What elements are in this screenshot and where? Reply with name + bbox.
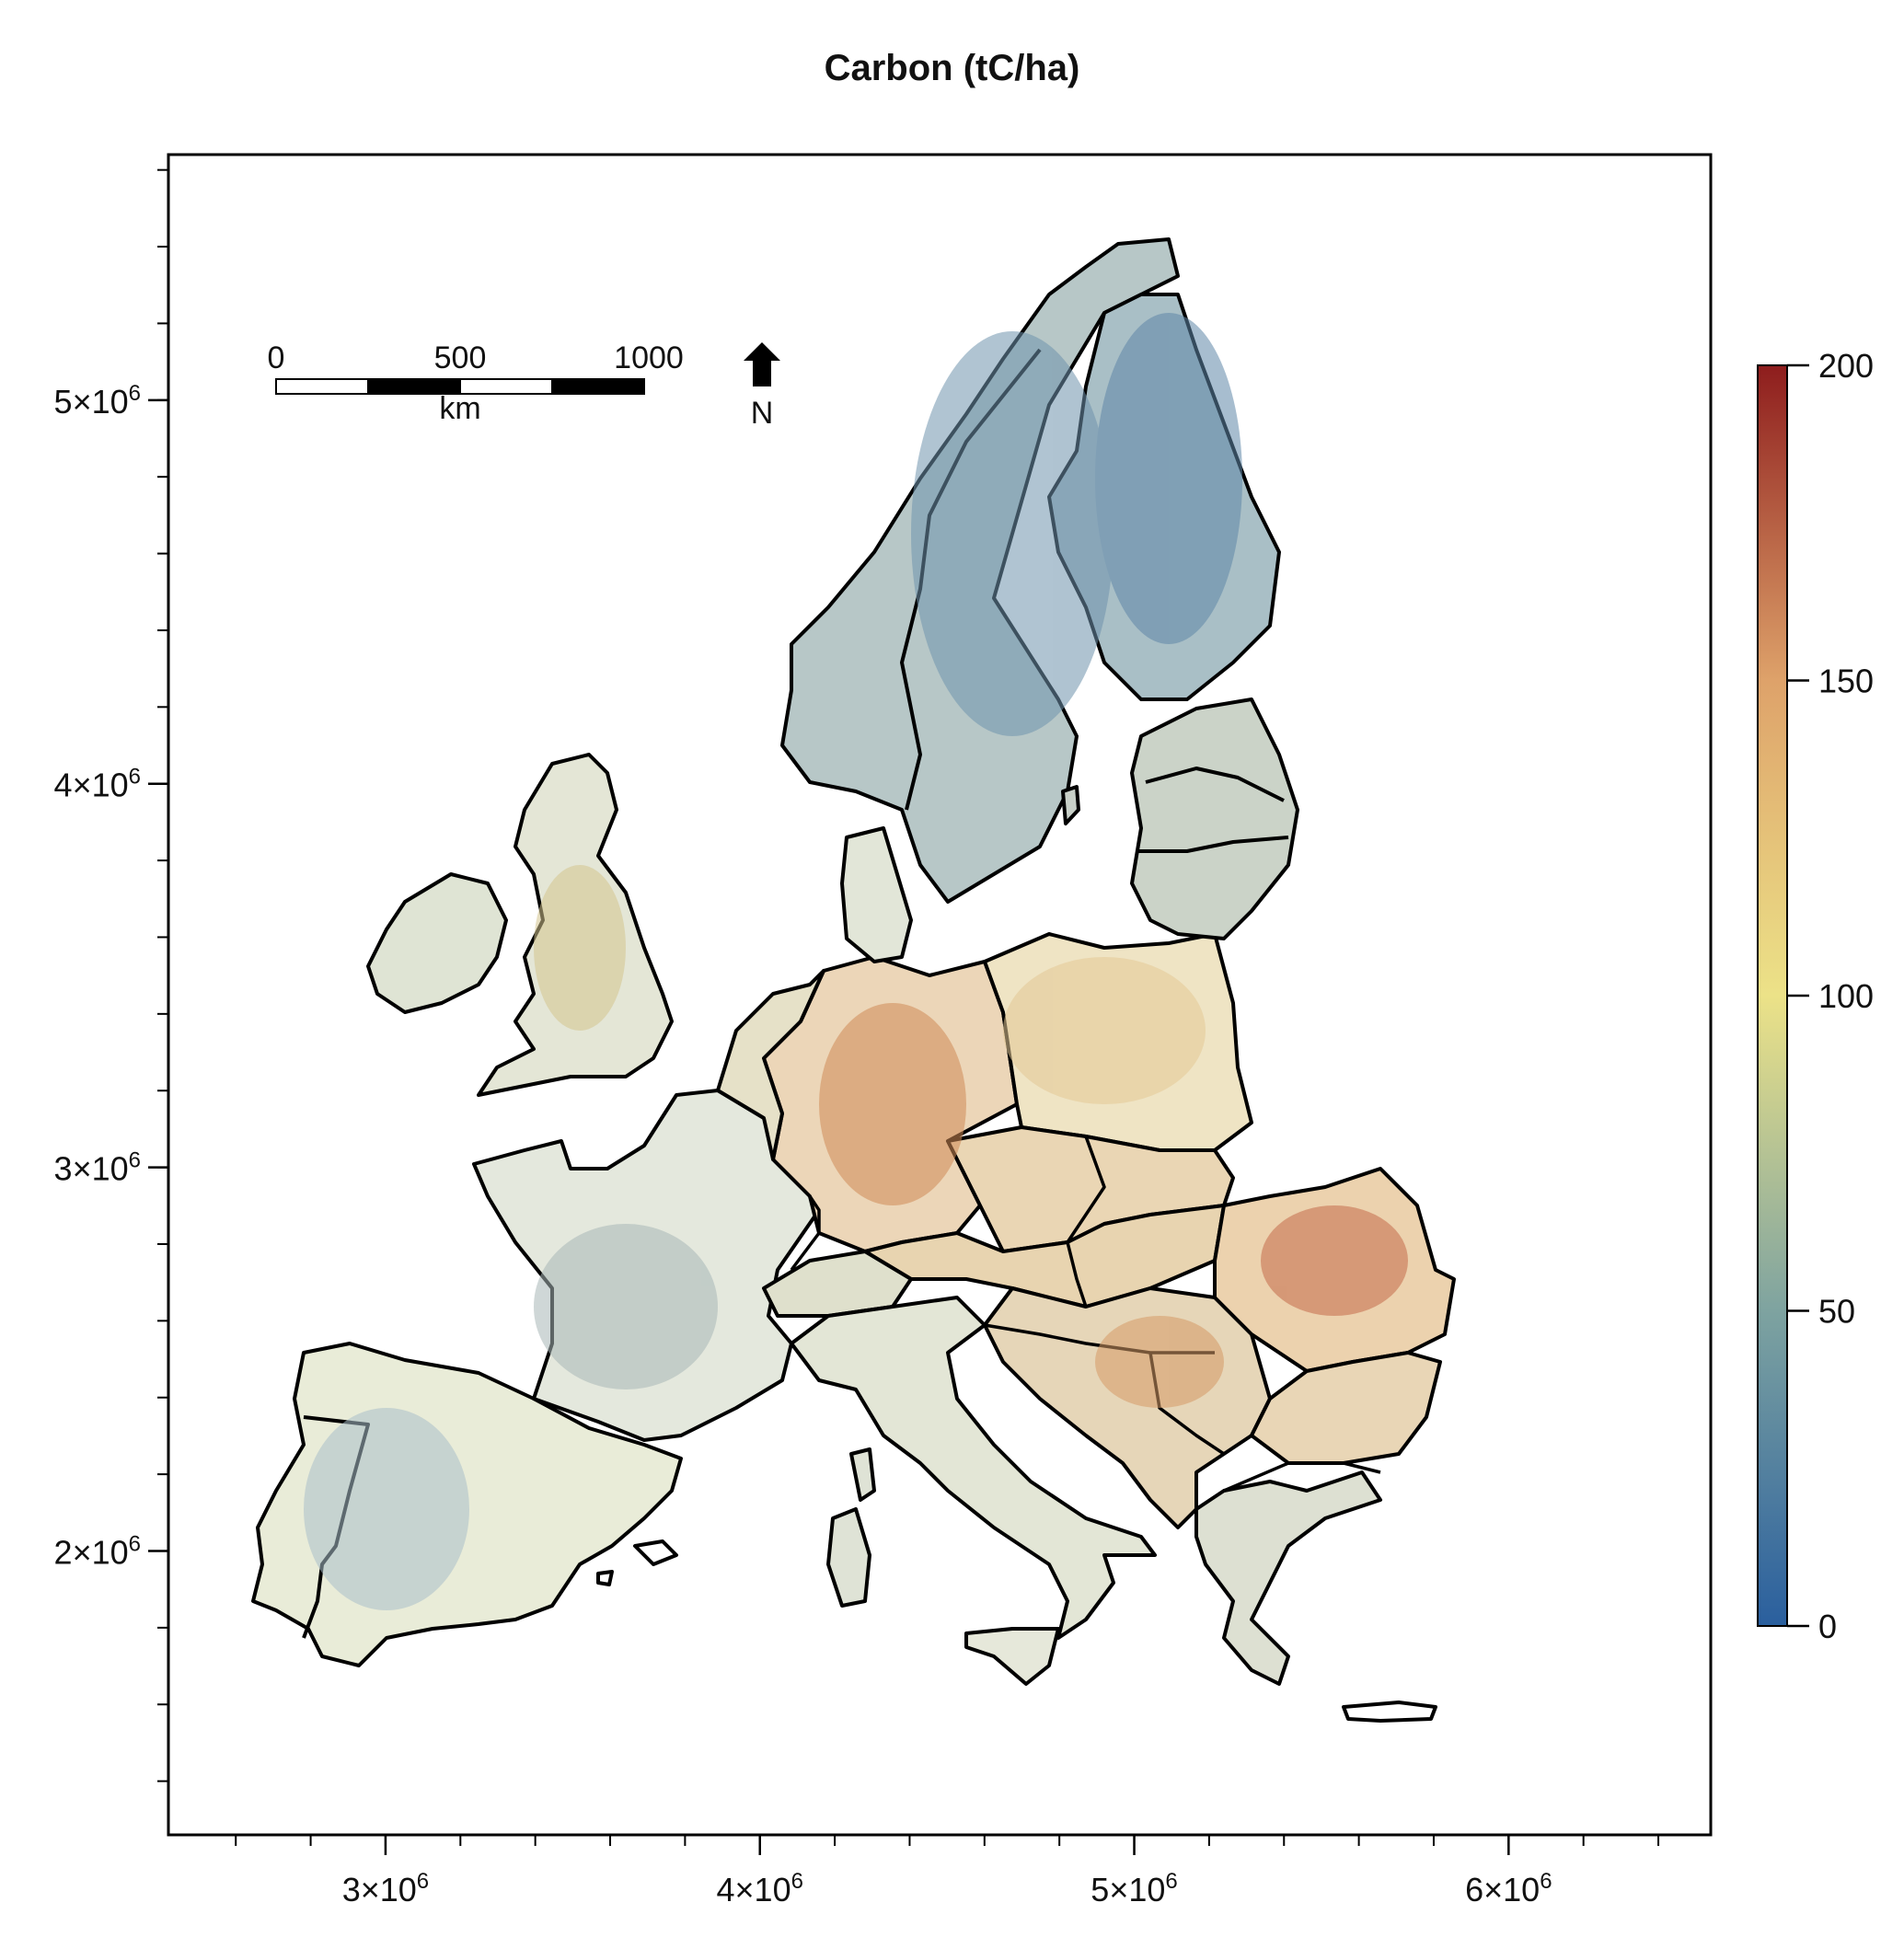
scale-bar-label-0: 0: [268, 340, 285, 375]
border-romania-bulgaria: [1251, 1332, 1308, 1373]
region-denmark: [840, 826, 913, 963]
region-bulgaria: [1250, 1351, 1442, 1465]
region-greece: [1194, 1470, 1382, 1686]
country-borders: [533, 961, 1381, 1493]
scale-bar-seg-1: [275, 378, 369, 395]
region-crete: [1342, 1701, 1437, 1723]
carbon-density-patches: [304, 313, 1408, 1610]
border-italy-switzerland: [790, 1305, 894, 1345]
region-sardinia: [826, 1507, 871, 1608]
border-estonia-latvia: [1145, 767, 1285, 802]
x-tick-label-0: 3×106: [342, 1869, 429, 1908]
legend-label-150: 150: [1818, 663, 1874, 700]
border-france-germany: [790, 1195, 821, 1272]
border-austria-hungary: [1066, 1241, 1088, 1308]
x-tick-label-1: 4×106: [717, 1869, 803, 1908]
legend-label-100: 100: [1818, 977, 1874, 1015]
patch-france-low: [534, 1224, 718, 1389]
region-ireland: [366, 872, 508, 1014]
legend: 200 150 100 50 0: [1757, 347, 1874, 1645]
x-tick-label-3: 6×106: [1465, 1869, 1552, 1908]
region-switzerland: [762, 1250, 913, 1318]
region-baltics: [1130, 698, 1299, 940]
legend-label-200: 200: [1818, 347, 1874, 385]
x-tick-label-2: 5×106: [1090, 1869, 1177, 1908]
legend-color-bar: [1757, 364, 1788, 1627]
border-latvia-lithuania: [1137, 836, 1289, 853]
y-tick-label-2: 3×106: [54, 1148, 141, 1188]
patch-finland-low: [1095, 313, 1242, 644]
region-corsica: [849, 1447, 876, 1502]
scale-bar-label-500: 500: [434, 340, 487, 375]
border-germany-poland: [983, 961, 1023, 1128]
north-arrow-icon: [744, 342, 780, 386]
scale-bar: 0 500 1000 km: [268, 340, 684, 426]
north-label: N: [751, 396, 774, 431]
scale-bar-unit: km: [439, 391, 480, 426]
legend-label-0: 0: [1818, 1608, 1837, 1645]
region-balearics: [596, 1539, 678, 1586]
scale-bar-seg-4: [551, 378, 645, 395]
y-tick-label-0: 5×106: [54, 381, 141, 421]
y-tick-label-1: 4×106: [54, 765, 141, 804]
legend-ticks: 200 150 100 50 0: [1787, 347, 1874, 1645]
patch-scandinavia-low: [911, 331, 1114, 736]
legend-label-50: 50: [1818, 1293, 1855, 1331]
patch-germany-high: [819, 1003, 966, 1205]
patch-iberia-low: [304, 1408, 469, 1610]
scale-bar-label-1000: 1000: [614, 340, 684, 375]
north-arrow: N: [744, 342, 780, 431]
patch-romania-high: [1261, 1205, 1408, 1316]
border-czech-slovakia: [1066, 1136, 1106, 1243]
map-title: Carbon (tC/ha): [824, 48, 1080, 88]
region-benelux: [716, 969, 825, 1161]
y-axis: 5×106 4×106 3×106 2×106: [54, 168, 168, 1782]
patch-balkans-mid: [1095, 1316, 1224, 1408]
patch-uk-mid: [534, 865, 626, 1031]
patch-poland-mid: [1003, 957, 1206, 1104]
region-sicily: [964, 1627, 1060, 1686]
border-spain-france: [533, 1397, 682, 1460]
border-bulgaria-greece: [1223, 1461, 1381, 1493]
x-axis: 3×106 4×106 5×106 6×106: [235, 1835, 1660, 1908]
region-gotland: [1061, 785, 1080, 825]
y-tick-label-3: 2×106: [54, 1531, 141, 1571]
